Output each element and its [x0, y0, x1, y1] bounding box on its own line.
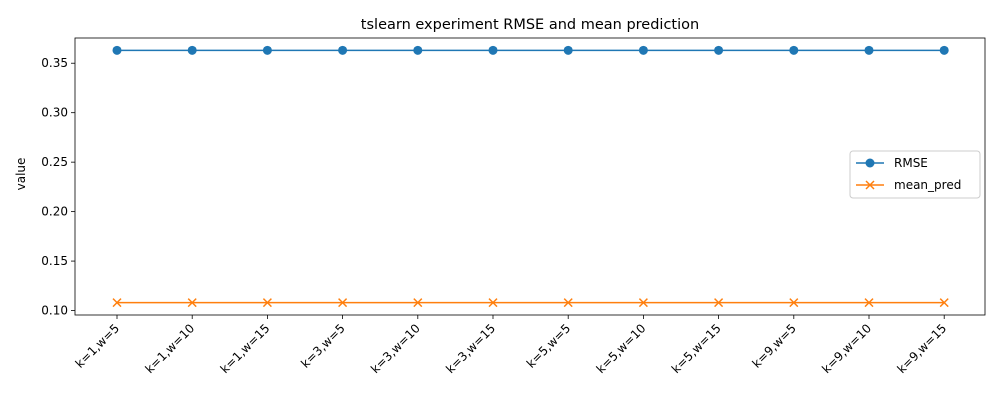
legend-label-rmse: RMSE — [894, 156, 928, 170]
data-point-rmse — [939, 45, 949, 55]
data-point-mean-pred — [939, 298, 949, 308]
series-layer — [112, 45, 949, 308]
data-point-rmse — [864, 45, 874, 55]
data-point-mean-pred — [714, 298, 724, 308]
data-point-mean-pred — [789, 298, 799, 308]
data-point-rmse — [789, 45, 799, 55]
data-point-rmse — [488, 45, 498, 55]
data-point-rmse — [338, 45, 348, 55]
y-axis-label: value — [14, 158, 28, 191]
legend-marker-rmse — [865, 158, 875, 168]
data-point-mean-pred — [262, 298, 272, 308]
plot-area-frame — [74, 37, 986, 316]
data-point-mean-pred — [638, 298, 648, 308]
legend-label-mean-pred: mean_pred — [894, 178, 961, 192]
data-point-mean-pred — [187, 298, 197, 308]
y-tick-label: 0.35 — [41, 56, 68, 70]
data-point-rmse — [638, 45, 648, 55]
y-tick-label: 0.25 — [41, 155, 68, 169]
data-point-rmse — [413, 45, 423, 55]
data-point-mean-pred — [488, 298, 498, 308]
data-point-mean-pred — [338, 298, 348, 308]
data-point-mean-pred — [112, 298, 122, 308]
chart-title: tslearn experiment RMSE and mean predict… — [361, 17, 699, 33]
legend-marker-mean-pred — [865, 180, 875, 190]
data-point-rmse — [714, 45, 724, 55]
data-point-mean-pred — [563, 298, 573, 308]
y-tick-label: 0.15 — [41, 254, 68, 268]
data-point-rmse — [187, 45, 197, 55]
y-tick-label: 0.30 — [41, 106, 68, 120]
y-tick-label: 0.10 — [41, 304, 68, 318]
data-point-rmse — [112, 45, 122, 55]
data-point-mean-pred — [413, 298, 423, 308]
data-point-rmse — [563, 45, 573, 55]
data-point-rmse — [262, 45, 272, 55]
legend: RMSE mean_pred — [849, 150, 981, 199]
y-axis-ticks: 0.10 0.15 0.20 0.25 0.30 0.35 — [41, 56, 75, 318]
y-tick-label: 0.20 — [41, 205, 68, 219]
data-point-mean-pred — [864, 298, 874, 308]
